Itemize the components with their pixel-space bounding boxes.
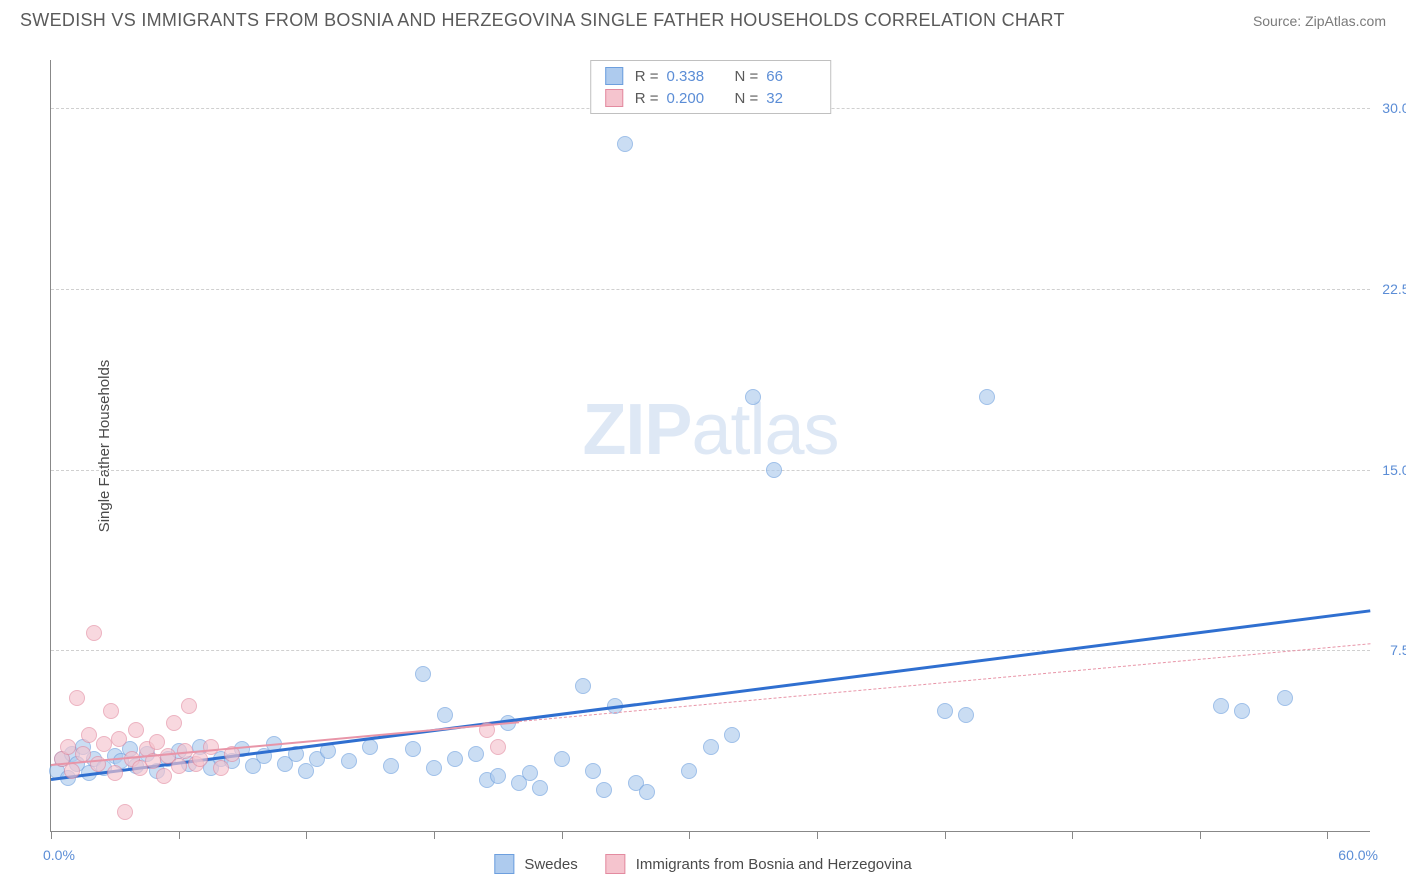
chart-plot-area: ZIPatlas R = 0.338 N = 66 R = 0.200 N = … bbox=[50, 60, 1370, 832]
legend-label-swedes: Swedes bbox=[524, 856, 577, 873]
y-tick-label: 22.5% bbox=[1382, 281, 1406, 297]
n-value-swedes: 66 bbox=[766, 68, 816, 85]
data-point-bosnia bbox=[107, 765, 123, 781]
y-tick-label: 7.5% bbox=[1390, 642, 1406, 658]
data-point-bosnia bbox=[181, 698, 197, 714]
data-point-swedes bbox=[522, 765, 538, 781]
watermark-light: atlas bbox=[691, 390, 838, 470]
data-point-bosnia bbox=[490, 739, 506, 755]
x-axis-min-label: 0.0% bbox=[43, 847, 75, 863]
data-point-bosnia bbox=[117, 804, 133, 820]
data-point-swedes bbox=[1234, 703, 1250, 719]
x-tick bbox=[817, 831, 818, 839]
x-tick bbox=[306, 831, 307, 839]
r-label: R = bbox=[635, 68, 659, 85]
data-point-bosnia bbox=[60, 739, 76, 755]
data-point-bosnia bbox=[86, 625, 102, 641]
data-point-swedes bbox=[958, 707, 974, 723]
legend-swatch-swedes bbox=[605, 67, 623, 85]
x-tick bbox=[945, 831, 946, 839]
data-point-swedes bbox=[937, 703, 953, 719]
legend-row-bosnia: R = 0.200 N = 32 bbox=[605, 87, 817, 109]
data-point-swedes bbox=[554, 751, 570, 767]
data-point-bosnia bbox=[111, 731, 127, 747]
data-point-swedes bbox=[575, 678, 591, 694]
trend-line-swedes bbox=[51, 609, 1370, 781]
x-tick bbox=[689, 831, 690, 839]
data-point-swedes bbox=[617, 136, 633, 152]
data-point-swedes bbox=[1213, 698, 1229, 714]
data-point-bosnia bbox=[81, 727, 97, 743]
n-label: N = bbox=[735, 68, 759, 85]
data-point-swedes bbox=[468, 746, 484, 762]
data-point-swedes bbox=[979, 389, 995, 405]
r-label: R = bbox=[635, 90, 659, 107]
r-value-swedes: 0.338 bbox=[667, 68, 717, 85]
y-tick-label: 15.0% bbox=[1382, 462, 1406, 478]
data-point-bosnia bbox=[203, 739, 219, 755]
n-label: N = bbox=[735, 90, 759, 107]
data-point-swedes bbox=[745, 389, 761, 405]
chart-source: Source: ZipAtlas.com bbox=[1253, 13, 1386, 29]
data-point-swedes bbox=[437, 707, 453, 723]
data-point-swedes bbox=[405, 741, 421, 757]
y-tick-label: 30.0% bbox=[1382, 100, 1406, 116]
data-point-bosnia bbox=[213, 760, 229, 776]
legend-swatch-bosnia bbox=[605, 89, 623, 107]
data-point-bosnia bbox=[149, 734, 165, 750]
data-point-swedes bbox=[415, 666, 431, 682]
data-point-swedes bbox=[447, 751, 463, 767]
x-tick bbox=[434, 831, 435, 839]
data-point-bosnia bbox=[103, 703, 119, 719]
watermark: ZIPatlas bbox=[582, 389, 838, 471]
chart-title: SWEDISH VS IMMIGRANTS FROM BOSNIA AND HE… bbox=[20, 10, 1065, 31]
data-point-swedes bbox=[766, 462, 782, 478]
correlation-legend: R = 0.338 N = 66 R = 0.200 N = 32 bbox=[590, 60, 832, 114]
watermark-bold: ZIP bbox=[582, 390, 691, 470]
legend-swatch-bosnia-bottom bbox=[606, 854, 626, 874]
data-point-bosnia bbox=[128, 722, 144, 738]
data-point-swedes bbox=[681, 763, 697, 779]
data-point-bosnia bbox=[64, 763, 80, 779]
data-point-swedes bbox=[490, 768, 506, 784]
data-point-bosnia bbox=[171, 758, 187, 774]
data-point-swedes bbox=[341, 753, 357, 769]
y-gridline bbox=[51, 289, 1370, 290]
x-tick bbox=[1200, 831, 1201, 839]
data-point-bosnia bbox=[90, 756, 106, 772]
r-value-bosnia: 0.200 bbox=[667, 90, 717, 107]
x-tick bbox=[1327, 831, 1328, 839]
data-point-bosnia bbox=[156, 768, 172, 784]
legend-label-bosnia: Immigrants from Bosnia and Herzegovina bbox=[636, 856, 912, 873]
data-point-swedes bbox=[426, 760, 442, 776]
y-gridline bbox=[51, 470, 1370, 471]
data-point-swedes bbox=[596, 782, 612, 798]
n-value-bosnia: 32 bbox=[766, 90, 816, 107]
data-point-bosnia bbox=[69, 690, 85, 706]
x-tick bbox=[562, 831, 563, 839]
data-point-swedes bbox=[532, 780, 548, 796]
data-point-swedes bbox=[585, 763, 601, 779]
x-axis-max-label: 60.0% bbox=[1338, 847, 1378, 863]
legend-swatch-swedes-bottom bbox=[494, 854, 514, 874]
data-point-swedes bbox=[1277, 690, 1293, 706]
y-gridline bbox=[51, 650, 1370, 651]
data-point-swedes bbox=[383, 758, 399, 774]
x-tick bbox=[179, 831, 180, 839]
data-point-swedes bbox=[639, 784, 655, 800]
data-point-swedes bbox=[724, 727, 740, 743]
legend-row-swedes: R = 0.338 N = 66 bbox=[605, 65, 817, 87]
data-point-swedes bbox=[362, 739, 378, 755]
chart-header: SWEDISH VS IMMIGRANTS FROM BOSNIA AND HE… bbox=[0, 0, 1406, 39]
data-point-bosnia bbox=[166, 715, 182, 731]
x-tick bbox=[51, 831, 52, 839]
x-tick bbox=[1072, 831, 1073, 839]
data-point-swedes bbox=[703, 739, 719, 755]
data-point-bosnia bbox=[96, 736, 112, 752]
series-legend: Swedes Immigrants from Bosnia and Herzeg… bbox=[494, 854, 911, 874]
